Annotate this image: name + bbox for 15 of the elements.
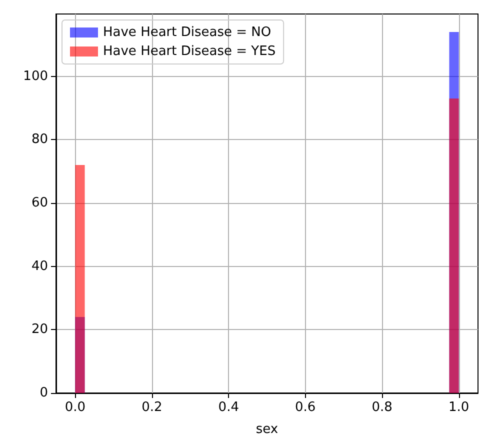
x-tick-label: 0.2 xyxy=(142,400,162,415)
y-tick-label: 80 xyxy=(31,132,48,148)
x-axis-title: sex xyxy=(256,422,278,437)
y-tick-label: 0 xyxy=(40,386,48,400)
y-tick-label: 40 xyxy=(31,258,48,274)
x-tick-label: 0.8 xyxy=(372,400,392,415)
x-tick-label: 0.4 xyxy=(218,400,239,415)
y-tick-label: 100 xyxy=(23,68,48,84)
y-tick-label: 20 xyxy=(31,322,48,338)
y-tick-label: 60 xyxy=(31,196,48,211)
x-tick-label: 1.0 xyxy=(448,400,470,415)
x-tick-label: 0.6 xyxy=(295,400,316,415)
legend-label: Have Heart Disease = NO xyxy=(103,25,272,40)
legend-label: Have Heart Disease = YES xyxy=(103,44,276,59)
x-tick-label: 0.0 xyxy=(64,400,86,415)
